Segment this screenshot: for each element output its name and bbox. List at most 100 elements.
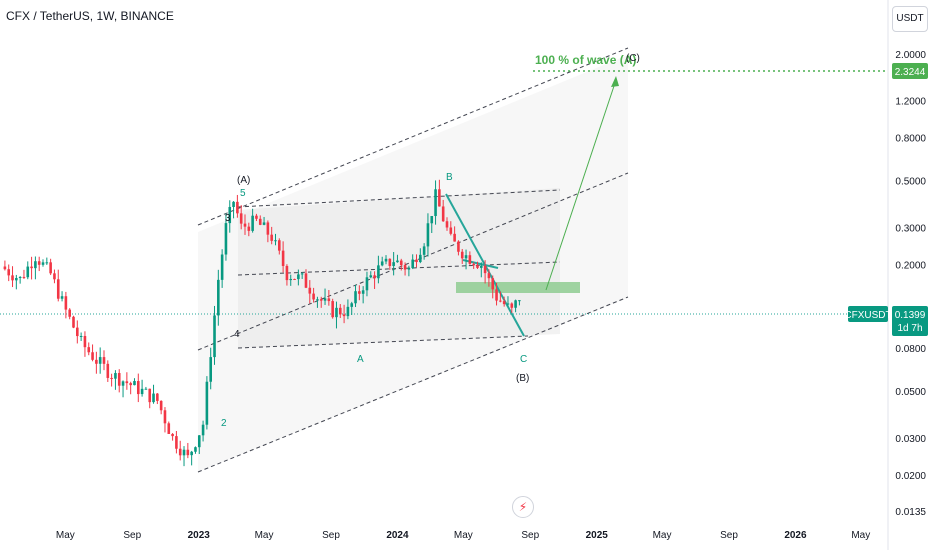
candle-body xyxy=(411,259,414,269)
candle-body xyxy=(308,287,312,294)
candle-body xyxy=(262,222,266,225)
y-tick-label: 0.0500 xyxy=(895,387,926,398)
candle-body xyxy=(228,206,232,224)
x-tick-label: Sep xyxy=(123,530,141,541)
candle-body xyxy=(479,265,483,268)
candle-body xyxy=(327,298,331,302)
candle-body xyxy=(34,261,37,269)
candle-body xyxy=(136,381,140,395)
candle-body xyxy=(15,278,18,281)
candle-body xyxy=(323,298,327,301)
target-label: 100 % of wave (A) xyxy=(535,53,636,67)
candle-body xyxy=(144,388,148,390)
y-tick-label: 0.3000 xyxy=(895,223,926,234)
candle-body xyxy=(399,260,403,266)
candle-body xyxy=(365,277,369,291)
wave-C-label: C xyxy=(520,354,527,365)
symbol-title: CFX / TetherUS, 1W, BINANCE xyxy=(6,9,174,23)
y-axis[interactable]: 3.00002.00001.20000.80000.50000.30000.20… xyxy=(895,13,926,518)
channel-upper-line xyxy=(197,47,629,226)
wave-B-label: B xyxy=(446,172,453,183)
candle-body xyxy=(18,276,22,279)
candle-body xyxy=(243,223,247,227)
candle-body xyxy=(407,268,411,270)
wave-B-big-label: (B) xyxy=(516,373,529,384)
candle-body xyxy=(274,240,277,242)
currency-button[interactable]: USDT xyxy=(892,6,928,32)
candle-body xyxy=(220,254,224,280)
candle-body xyxy=(392,262,395,266)
candle-body xyxy=(312,293,315,300)
candle-body xyxy=(487,273,491,279)
candle-body xyxy=(422,246,426,255)
candle-body xyxy=(22,276,26,278)
candle-body xyxy=(129,383,132,386)
candle-body xyxy=(258,218,262,225)
candle-body xyxy=(98,357,102,364)
target-price-tag: 2.3244 xyxy=(892,63,928,79)
x-tick-label: May xyxy=(653,530,672,541)
candle-body xyxy=(472,263,475,266)
wave-labels: 100 % of wave (A) (C) (A) 5 3 4 2 B A C … xyxy=(221,53,640,429)
y-tick-label: 0.0300 xyxy=(895,434,926,445)
candle-body xyxy=(255,215,258,219)
candle-body xyxy=(476,265,479,268)
candle-body xyxy=(266,222,270,235)
candle-body xyxy=(41,262,45,265)
candle-body xyxy=(506,303,510,305)
countdown-text: 1d 7h xyxy=(897,323,922,334)
candle-body xyxy=(331,301,334,318)
candle-body xyxy=(278,240,281,251)
wave-4-label: 4 xyxy=(234,329,240,340)
candle-body xyxy=(514,300,517,308)
flash-icon[interactable]: ⚡ xyxy=(512,496,534,518)
wave-A-big-label: (A) xyxy=(237,175,250,186)
range-bottom-line xyxy=(237,335,529,349)
candle-body xyxy=(453,233,456,242)
wave-C-big-label: (C) xyxy=(626,53,640,64)
candle-body xyxy=(87,347,91,353)
last-price-tag: CFXUSDT 0.1399 1d 7h xyxy=(844,306,928,336)
x-tick-label: May xyxy=(454,530,473,541)
candle-body xyxy=(26,266,30,278)
candle-body xyxy=(403,265,407,270)
candle-body xyxy=(152,393,155,403)
x-tick-label: Sep xyxy=(720,530,738,541)
x-tick-label: Sep xyxy=(521,530,539,541)
channel-lower-line xyxy=(197,296,629,473)
candle-body xyxy=(11,275,14,281)
candle-body xyxy=(83,335,87,348)
candle-body xyxy=(373,275,376,279)
candle-body xyxy=(30,266,33,269)
candle-body xyxy=(281,250,285,266)
candle-body xyxy=(37,261,41,265)
candle-body xyxy=(426,223,430,247)
candle-body xyxy=(251,215,254,231)
candle-body xyxy=(3,266,7,270)
candle-body xyxy=(163,410,167,424)
candle-body xyxy=(205,381,209,425)
target-price-text: 2.3244 xyxy=(895,67,926,78)
candle-body xyxy=(56,279,60,299)
candle-body xyxy=(232,201,235,207)
candle-body xyxy=(194,447,197,452)
x-axis[interactable]: May Sep 2023 May Sep 2024 May Sep 2025 May Sep 2026… xyxy=(56,530,870,541)
y-tick-label: 2.0000 xyxy=(895,50,926,61)
candle-body xyxy=(346,306,350,317)
last-price-text: 0.1399 xyxy=(895,310,926,321)
candle-body xyxy=(186,449,190,456)
x-tick-label: 2023 xyxy=(188,530,211,541)
projection-arrow-head xyxy=(611,76,619,87)
candle-body xyxy=(114,373,117,379)
candle-body xyxy=(380,261,384,266)
candle-body xyxy=(434,189,437,217)
candle-body xyxy=(239,213,243,224)
y-tick-label: 0.0135 xyxy=(895,507,926,518)
candle-body xyxy=(388,258,392,266)
candle-body xyxy=(159,400,163,411)
y-tick-label: 0.5000 xyxy=(895,177,926,188)
candle-body xyxy=(445,221,449,228)
wave-5-label: 5 xyxy=(240,188,246,199)
x-tick-label: 2026 xyxy=(784,530,807,541)
